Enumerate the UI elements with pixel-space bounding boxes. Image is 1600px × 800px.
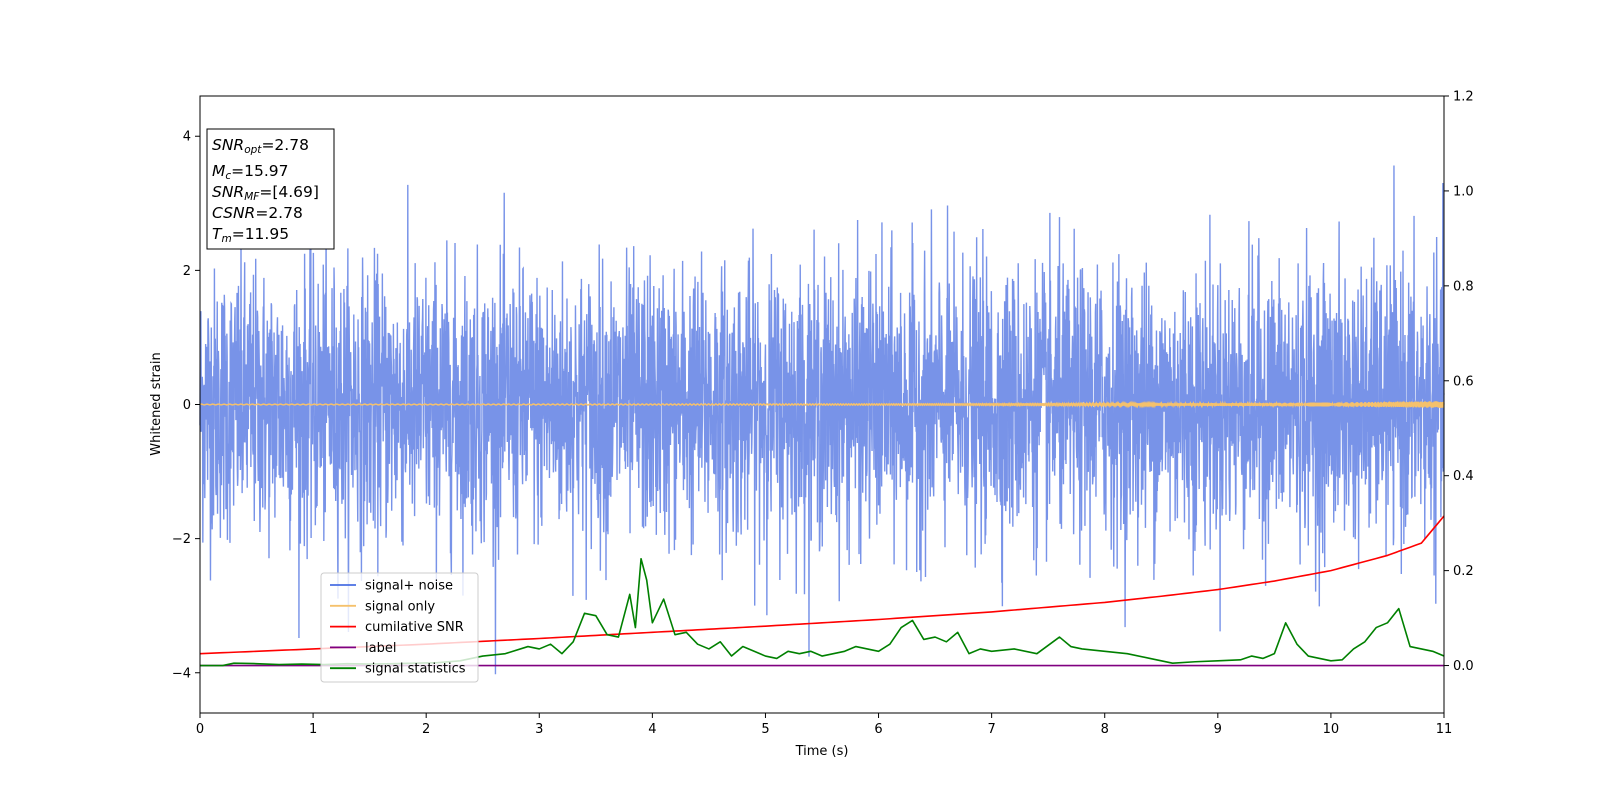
- annotation-subscript: opt: [244, 144, 262, 156]
- annotation-value: =15.97: [231, 162, 288, 180]
- x-tick-label: 5: [761, 722, 769, 737]
- annotation-box: SNRopt=2.78Mc=15.97SNRMF=[4.69]CSNR=2.78…: [206, 128, 335, 250]
- annotation-value: =[4.69]: [259, 183, 319, 201]
- annotation-frame: [206, 128, 335, 250]
- annotation-value: =11.95: [232, 225, 289, 243]
- series-line-signal-noise: [199, 165, 1445, 675]
- x-tick-label: 11: [1436, 722, 1453, 737]
- annotation-symbol: SNR: [212, 183, 244, 201]
- x-tick-label: 0: [196, 722, 204, 737]
- y-axis-right: 0.0 0.2 0.4 0.6 0.8 1.0 1.2: [1444, 90, 1474, 674]
- y-right-tick-label: 0.2: [1453, 564, 1474, 579]
- y-right-tick-label: 0.0: [1453, 659, 1474, 674]
- annotation-subscript: MF: [244, 191, 260, 203]
- annotation-lines: SNRopt=2.78Mc=15.97SNRMF=[4.69]CSNR=2.78…: [212, 136, 319, 245]
- x-tick-label: 2: [422, 722, 430, 737]
- series-line-signal-only: [199, 400, 1445, 409]
- annotation-subscript: m: [221, 233, 231, 245]
- y-left-tick-label: −2: [172, 532, 191, 547]
- annotation-value: =2.78: [261, 136, 309, 154]
- legend-label: signal only: [365, 599, 435, 614]
- x-axis: 0 1 2 3 4 5 6 7 8 9 10 11: [196, 713, 1452, 737]
- annotation-line: SNRMF=[4.69]: [212, 183, 319, 203]
- y-axis-label: Whitened strain: [149, 352, 164, 455]
- y-left-tick-label: 4: [183, 130, 191, 145]
- legend-label: label: [365, 641, 396, 656]
- legend-items: signal+ noise signal only cumilative SNR la…: [330, 579, 466, 677]
- y-left-tick-label: −4: [172, 666, 191, 681]
- legend-label: cumilative SNR: [365, 620, 464, 635]
- legend-frame: [320, 572, 479, 683]
- x-tick-label: 1: [309, 722, 317, 737]
- x-tick-label: 7: [987, 722, 995, 737]
- x-tick-label: 8: [1101, 722, 1109, 737]
- x-tick-label: 9: [1214, 722, 1222, 737]
- y-right-tick-label: 1.2: [1453, 90, 1474, 105]
- y-left-tick-label: 2: [183, 264, 191, 279]
- annotation-line: CSNR=2.78: [212, 204, 303, 222]
- x-tick-label: 4: [648, 722, 656, 737]
- annotation-symbol: T: [212, 225, 223, 243]
- x-tick-label: 6: [874, 722, 882, 737]
- x-tick-label: 3: [535, 722, 543, 737]
- annotation-subscript: c: [225, 170, 231, 182]
- annotation-symbol: M: [212, 162, 225, 180]
- y-right-tick-label: 0.4: [1453, 469, 1474, 484]
- y-left-tick-label: 0: [183, 398, 191, 413]
- legend-label: signal+ noise: [365, 579, 453, 594]
- legend-label: signal statistics: [365, 662, 466, 677]
- x-tick-label: 10: [1323, 722, 1340, 737]
- annotation-line: Tm=11.95: [212, 225, 289, 245]
- x-axis-label: Time (s): [795, 744, 849, 759]
- series-line-signal-statistics: [200, 557, 1445, 667]
- annotation-value: =2.78: [255, 204, 303, 222]
- annotation-line: Mc=15.97: [212, 162, 289, 182]
- y-right-tick-label: 0.8: [1453, 279, 1474, 294]
- annotation-line: SNRopt=2.78: [212, 136, 309, 156]
- y-axis-left: −4 −2 0 2 4: [172, 130, 200, 681]
- y-right-tick-label: 1.0: [1453, 184, 1474, 199]
- annotation-symbol: CSNR: [212, 204, 255, 222]
- annotation-symbol: SNR: [212, 136, 244, 154]
- y-right-tick-label: 0.6: [1453, 374, 1474, 389]
- legend: signal+ noise signal only cumilative SNR la…: [320, 572, 479, 683]
